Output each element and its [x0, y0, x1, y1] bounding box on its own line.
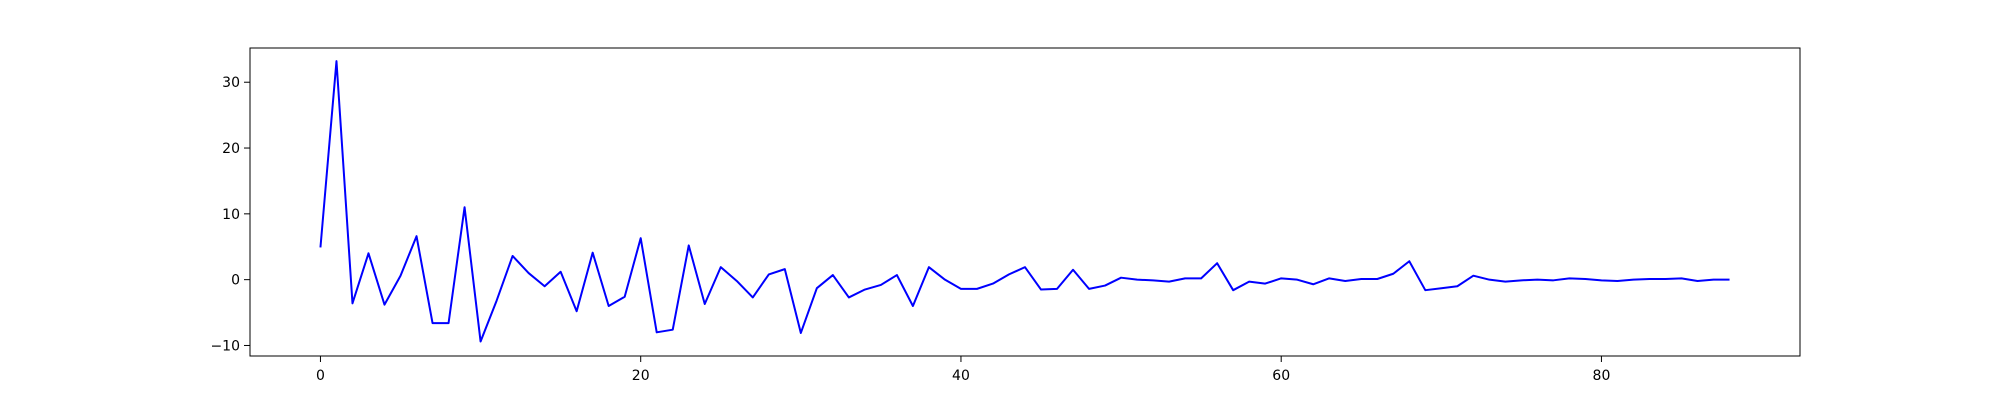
series-layer: [319, 60, 1730, 343]
y-tick-label: 20: [222, 141, 240, 157]
y-tick-label: 30: [222, 75, 240, 91]
y-tick-label: 0: [231, 273, 240, 289]
plot-area: [250, 48, 1800, 356]
y-axis: −10 0 10 20 30: [210, 75, 250, 354]
plot-frame: [249, 47, 1801, 357]
x-tick-label: 20: [632, 368, 650, 384]
x-axis: 0 20 40 60 80: [316, 356, 1610, 384]
x-tick-label: 80: [1593, 368, 1611, 384]
y-tick-label: −10: [210, 338, 240, 354]
y-tick-label: 10: [222, 207, 240, 223]
x-tick-label: 60: [1272, 368, 1290, 384]
x-tick-label: 40: [952, 368, 970, 384]
series-line-signal: [319, 60, 1730, 343]
x-tick-label: 0: [316, 368, 325, 384]
